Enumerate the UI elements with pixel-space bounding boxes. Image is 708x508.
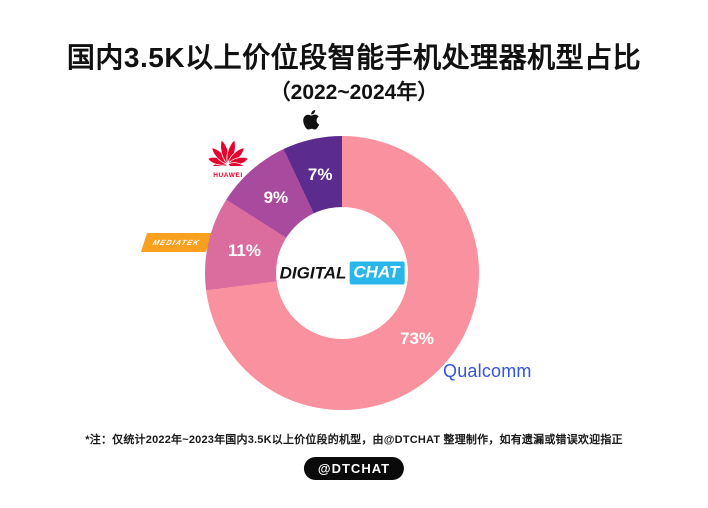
page-title: 国内3.5K以上价位段智能手机处理器机型占比 [66,42,642,73]
donut-chart: DIGITAL CHAT 73% 11% 9% 7% [205,136,479,410]
huawei-wordmark: HUAWEI [213,172,243,179]
huawei-logo: HUAWEI [203,137,253,179]
mediatek-logo: MEDIATEK [140,233,212,252]
huawei-flower-icon [207,139,249,171]
segment-label-mediatek: 11% [227,241,261,261]
digitalchat-word-digital: DIGITAL [279,263,347,282]
mediatek-wordmark: MEDIATEK [151,238,202,247]
segment-label-huawei: 9% [263,187,289,207]
qualcomm-logo: Qualcomm [443,361,532,381]
footnote: *注：仅统计2022年~2023年国内3.5K以上价位段的机型，由@DTCHAT… [85,434,623,446]
page-subtitle: （2022~2024年） [269,81,439,104]
watermark-badge: @DTCHAT [303,457,405,480]
digitalchat-logo: DIGITAL CHAT [279,261,405,285]
digitalchat-word-chat: CHAT [349,261,405,285]
segment-label-apple: 7% [307,165,333,185]
apple-logo-icon [295,102,321,142]
segment-label-qualcomm: 73% [399,329,435,349]
